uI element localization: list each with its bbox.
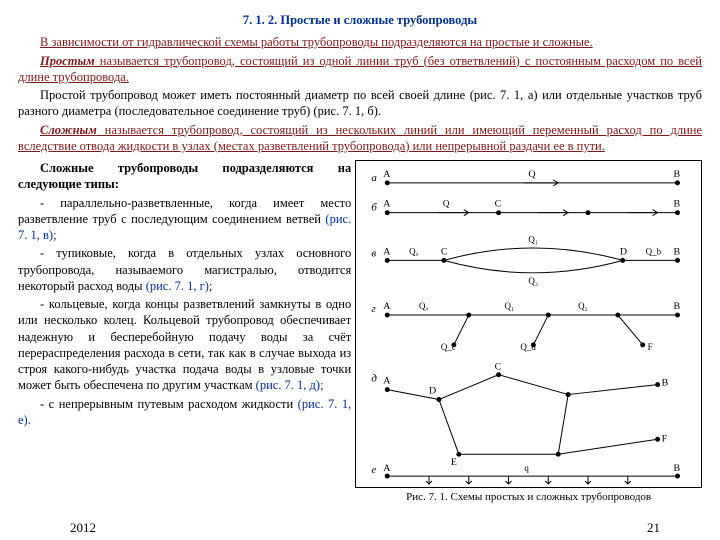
fQb3: Q_b: [646, 246, 662, 256]
nB6: B: [674, 463, 681, 474]
nF4: F: [648, 342, 653, 352]
p3: Простой трубопровод может иметь постоянн…: [18, 87, 702, 120]
p2b: называется трубопровод, состоящий из одн…: [18, 54, 702, 84]
nB3: B: [674, 246, 681, 257]
p1: В зависимости от гидравлической схемы ра…: [18, 34, 702, 50]
li2b: (рис. 7. 1, г);: [146, 279, 213, 293]
li4a: - с непрерывным путевым расходом жидкост…: [40, 397, 298, 411]
fQ2a: Q: [443, 199, 450, 209]
nA6: A: [383, 463, 391, 474]
fq6: q: [525, 463, 530, 473]
fQ24: Q₂: [578, 301, 588, 311]
nB2: B: [674, 199, 681, 210]
nA4: A: [383, 301, 391, 312]
fQv1: Q₁: [529, 235, 539, 245]
li1a: - параллельно-разветвленные, когда имеет…: [18, 196, 351, 226]
figure-column: а A Q B б A C B Q: [355, 160, 702, 504]
left-text-column: Сложные трубопроводы подразделяются на с…: [18, 160, 355, 504]
fQv2: Q₂: [529, 276, 539, 286]
nA2: A: [383, 199, 391, 210]
p2: Простым называется трубопровод, состоящи…: [18, 53, 702, 86]
section-title: 7. 1. 2. Простые и сложные трубопроводы: [18, 12, 702, 28]
nA5: A: [383, 376, 391, 387]
p4b: называется трубопровод, состоящий из нес…: [18, 123, 702, 153]
li3: - кольцевые, когда концы разветвлений за…: [18, 296, 351, 394]
nF5: F: [662, 433, 668, 444]
fQc4: Q_c: [441, 342, 456, 352]
two-column-row: Сложные трубопроводы подразделяются на с…: [18, 160, 702, 504]
lbl-e: д: [372, 373, 378, 385]
nE5: E: [451, 457, 457, 468]
nB5: B: [662, 378, 669, 389]
li3b: (рис. 7. 1, д);: [256, 378, 324, 392]
nB4: B: [674, 301, 681, 312]
li4: - с непрерывным путевым расходом жидкост…: [18, 396, 351, 429]
fQd4: Q_d: [521, 342, 537, 352]
fQ1: Q: [529, 169, 536, 180]
p2a: Простым: [40, 54, 95, 68]
fQa4: Qₐ: [419, 301, 428, 311]
nC5: C: [495, 362, 502, 373]
left-head: Сложные трубопроводы подразделяются на с…: [18, 160, 351, 193]
lbl-b: б: [372, 202, 378, 214]
nA3: A: [383, 246, 391, 257]
pipeline-diagram: а A Q B б A C B Q: [356, 161, 701, 487]
fQa3: Qₐ: [409, 246, 418, 256]
footer-year: 2012: [70, 520, 96, 537]
nB1: B: [674, 169, 681, 180]
li1: - параллельно-разветвленные, когда имеет…: [18, 195, 351, 244]
nC3: C: [441, 246, 448, 257]
lbl-c: в: [372, 247, 377, 259]
nC2: C: [495, 199, 502, 210]
figure-box: а A Q B б A C B Q: [355, 160, 702, 488]
li2: - тупиковые, когда в отдельных узлах осн…: [18, 245, 351, 294]
lbl-a: а: [372, 172, 378, 184]
nA1: A: [383, 169, 391, 180]
p4: Сложным называется трубопровод, состоящи…: [18, 122, 702, 155]
nD5: D: [429, 386, 436, 397]
nD3: D: [620, 246, 627, 257]
lbl-d: г: [372, 303, 377, 315]
lbl-f: е: [372, 464, 377, 476]
p4a: Сложным: [40, 123, 97, 137]
figure-caption: Рис. 7. 1. Схемы простых и сложных трубо…: [355, 490, 702, 504]
fQ14: Q₁: [505, 301, 515, 311]
footer-page: 21: [647, 520, 660, 537]
